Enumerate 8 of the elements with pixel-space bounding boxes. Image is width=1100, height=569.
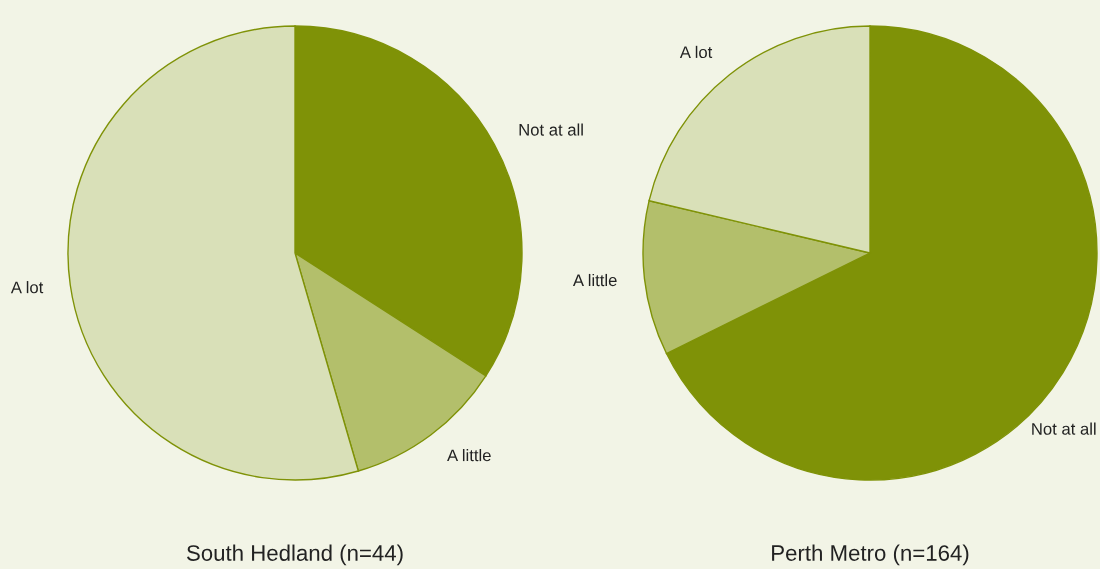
slice-label: A little [572,273,617,287]
slice-label: A little [447,449,491,462]
slice-label: A lot [10,281,44,294]
slice-label: Not at all [1032,422,1096,435]
text: South Hedland (n=44) [186,544,403,566]
slice-label: A lot [679,45,713,59]
text: Perth Metro (n=164) [772,544,969,566]
slice-label: Not at all [519,123,583,136]
